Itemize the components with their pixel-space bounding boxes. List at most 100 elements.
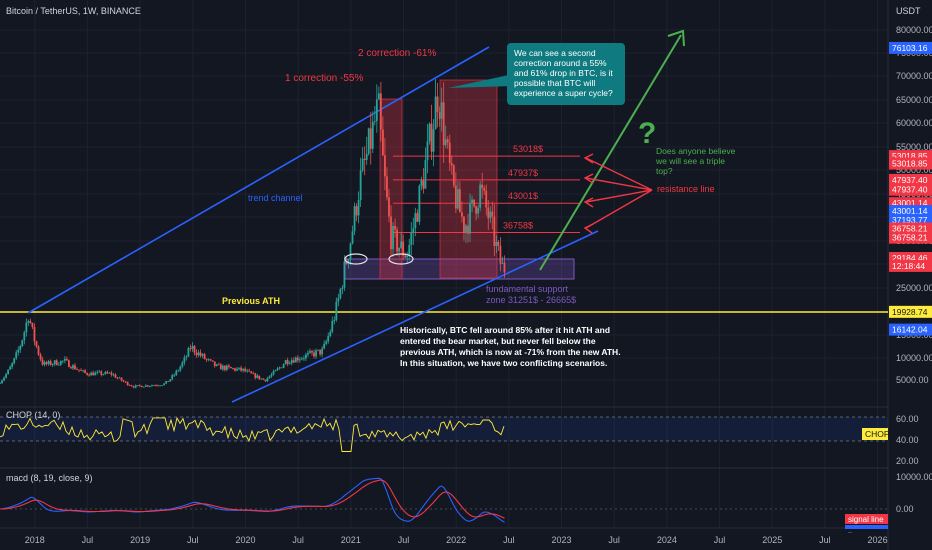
candle-body [230, 366, 232, 369]
candle-body [337, 298, 340, 302]
chop-title: CHOP (14, 0) [6, 410, 60, 420]
candle-body [187, 347, 190, 357]
price-badge: 29184.46 [892, 253, 928, 263]
candle-body [335, 301, 338, 320]
candle-body [61, 360, 64, 362]
candle-body [270, 374, 273, 377]
candle-body [369, 128, 372, 149]
candle-body [43, 362, 46, 365]
price-badge: 37193.77 [892, 215, 928, 225]
candle-body [343, 261, 346, 288]
trend-channel-lower[interactable] [231, 230, 599, 403]
candle-body [179, 366, 182, 371]
candle-body [444, 139, 447, 146]
candle-body [319, 349, 322, 355]
candle-body [339, 289, 342, 299]
candle-body [118, 377, 121, 379]
candle-body [384, 155, 386, 177]
candle-body [138, 385, 141, 386]
candle-body [23, 332, 26, 341]
candle-body [252, 373, 255, 375]
time-axis[interactable]: 2018 Jul 2019 Jul 2020 Jul 2021 Jul 2022 Jul 2023 J… [25, 535, 888, 545]
candle-body [248, 370, 251, 372]
candle-body [448, 142, 451, 164]
candle-body [491, 211, 494, 217]
candle-body [41, 359, 44, 365]
chop-line[interactable] [0, 416, 505, 452]
svg-text:correction around a 55%: correction around a 55% [514, 58, 607, 68]
candle-body [347, 258, 350, 264]
candle-body [313, 352, 315, 357]
candle-body [276, 368, 279, 371]
candle-body [47, 361, 50, 364]
time-label: 2018 [25, 535, 45, 545]
candle-body [489, 211, 492, 219]
price-badge-bg [889, 231, 932, 244]
time-label: Jul [503, 535, 515, 545]
candle-body [307, 352, 309, 355]
candle-body [195, 352, 198, 356]
candle-body [327, 336, 330, 342]
candle-body [39, 354, 42, 360]
price-badge: 47937.40 [892, 185, 928, 195]
candle-body [51, 364, 54, 365]
green-arrow-line[interactable] [539, 34, 682, 271]
candle-body [256, 375, 259, 378]
candle-body [19, 346, 22, 350]
candle-body [185, 356, 188, 358]
candle-body [394, 225, 396, 230]
price-badge: 76103.16 [892, 43, 928, 53]
candle-body [13, 358, 16, 364]
candle-body [15, 352, 18, 359]
candle-body [223, 365, 226, 370]
candle-body [264, 379, 267, 382]
candle-body [458, 189, 461, 213]
candle-body [153, 385, 155, 386]
chop-badge: CHOP [865, 429, 890, 439]
correction-1-label: 1 correction -55% [285, 73, 363, 84]
candle-body [404, 255, 407, 258]
candle-body [294, 357, 297, 363]
resistance-arrows[interactable] [583, 153, 653, 234]
correction-2-box[interactable] [439, 79, 498, 279]
trend-channel-label: trend channel [248, 193, 303, 203]
candle-body [149, 385, 151, 387]
resistance-level-label: 47937$ [508, 168, 538, 178]
signal-badge: signal line [848, 515, 884, 524]
svg-text:Historically, BTC fell around: Historically, BTC fell around 85% after … [400, 325, 610, 335]
candle-body [31, 322, 34, 328]
candle-body [280, 367, 283, 369]
candle-body [108, 372, 111, 374]
resistance-level-label: 36758$ [503, 221, 533, 231]
price-badge-bg [889, 323, 932, 336]
candle-body [501, 262, 504, 264]
candle-body [88, 374, 91, 376]
candle-body [365, 153, 368, 160]
signal-line[interactable] [0, 479, 505, 519]
candle-body [373, 121, 376, 122]
signal-badge-bg [845, 514, 888, 524]
candle-body [244, 368, 247, 372]
candle-body [430, 123, 433, 152]
candle-body [479, 184, 482, 208]
candle-body [5, 374, 7, 378]
callout-box[interactable] [507, 43, 625, 105]
candle-body [284, 360, 287, 365]
candle-body [124, 381, 127, 383]
candle-body [163, 383, 166, 386]
candle-body [183, 357, 186, 363]
candle-body [122, 380, 125, 382]
time-label: Jul [819, 535, 831, 545]
price-badge: 53018.85 [892, 159, 928, 169]
candle-body [151, 385, 153, 387]
candle-body [215, 364, 218, 366]
candle-body [367, 128, 370, 154]
chop-tick: 20.00 [896, 456, 919, 466]
svg-text:Does anyone believe: Does anyone believe [656, 146, 736, 156]
candle-body [396, 229, 398, 252]
candle-body [503, 262, 506, 273]
trend-channel-upper[interactable] [27, 46, 490, 314]
candle-body [228, 365, 230, 367]
candle-body [65, 358, 68, 361]
